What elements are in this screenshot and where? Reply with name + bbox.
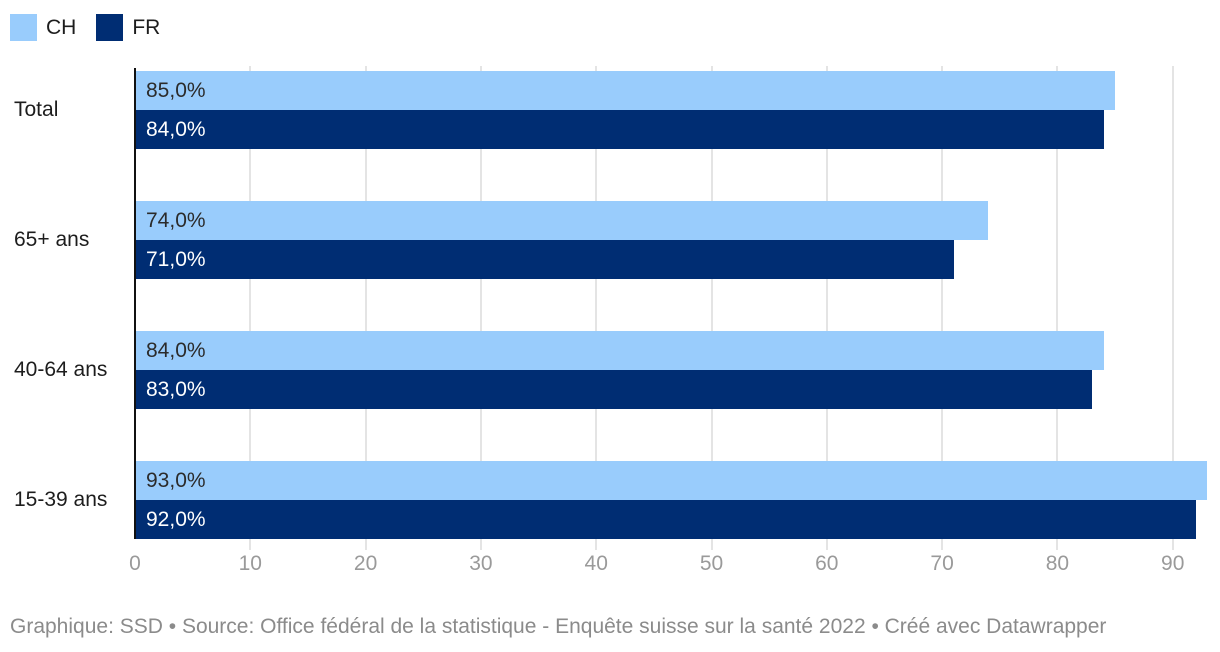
gridline (479, 66, 482, 550)
bar-value-label: 71,0% (146, 247, 206, 271)
x-tick-label: 90 (1161, 552, 1185, 575)
bar-value-label: 92,0% (146, 507, 206, 531)
gridline (249, 66, 252, 550)
bar-chart: 0 10 20 30 40 50 60 70 80 90 Total 85,0% 84,0% 65+ an… (14, 66, 1208, 575)
bar-value-label: 74,0% (146, 208, 206, 232)
gridline (825, 66, 828, 550)
x-tick-label: 70 (930, 552, 954, 575)
x-tick-label: 20 (353, 552, 378, 575)
bar-ch: 84,0% (135, 331, 1104, 370)
bar-fr: 83,0% (135, 370, 1092, 409)
category-label: 65+ ans (14, 228, 90, 251)
gridline (710, 66, 713, 550)
bar-fr: 84,0% (135, 110, 1104, 149)
legend: CH FR (10, 14, 160, 41)
x-tick-label: 40 (584, 552, 608, 575)
legend-item-ch: CH (10, 14, 76, 41)
legend-label-fr: FR (132, 15, 161, 39)
bar-fr: 92,0% (135, 500, 1196, 539)
x-tick-label: 0 (129, 552, 141, 575)
x-tick-label: 30 (469, 552, 493, 575)
legend-item-fr: FR (96, 14, 160, 41)
x-tick-label: 10 (238, 552, 262, 575)
x-tick-label: 80 (1045, 552, 1070, 575)
footer-credit: Graphique: SSD • Source: Office fédéral … (10, 615, 1107, 638)
gridline (364, 66, 367, 550)
category-label: 40-64 ans (14, 358, 108, 381)
category-label: 15-39 ans (14, 488, 108, 511)
bar-value-label: 84,0% (146, 117, 206, 141)
bar-fr: 71,0% (135, 240, 954, 279)
bar-ch: 85,0% (135, 71, 1116, 110)
gridline (595, 66, 598, 550)
gridline (1056, 66, 1059, 550)
bar-value-label: 93,0% (146, 468, 206, 492)
x-axis-zero-line (134, 68, 136, 539)
category-label: Total (14, 98, 59, 121)
bar-ch: 74,0% (135, 201, 989, 240)
bar-value-label: 84,0% (146, 338, 206, 362)
legend-swatch-ch (10, 14, 37, 41)
x-tick-label: 50 (699, 552, 724, 575)
bar-ch: 93,0% (135, 461, 1208, 500)
x-tick-label: 60 (815, 552, 839, 575)
gridline (1171, 66, 1174, 550)
legend-swatch-fr (96, 14, 124, 41)
legend-label-ch: CH (46, 15, 77, 39)
gridline (941, 66, 944, 550)
bar-value-label: 83,0% (146, 377, 206, 401)
bar-value-label: 85,0% (146, 78, 206, 102)
